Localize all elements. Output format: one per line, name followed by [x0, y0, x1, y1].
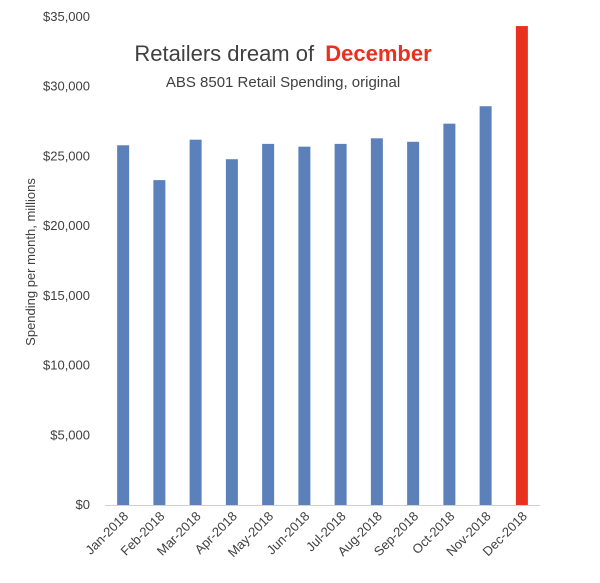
y-axis: $0 $5,000 $10,000 $15,000 $20,000 $25,000 $30,…	[43, 9, 90, 512]
bar	[479, 106, 492, 505]
y-tick-label: $25,000	[43, 148, 90, 163]
chart-title-text: Retailers dream of	[134, 41, 315, 66]
y-tick-label: $10,000	[43, 358, 90, 373]
bar	[189, 139, 202, 505]
chart-title: Retailers dream of December	[134, 41, 432, 66]
bar	[334, 143, 347, 505]
y-axis-label: Spending per month, millions	[23, 178, 38, 346]
bar	[298, 146, 311, 505]
x-axis: Jan-2018Feb-2018Mar-2018Apr-2018May-2018…	[82, 509, 530, 560]
bar	[407, 141, 420, 505]
chart-subtitle: ABS 8501 Retail Spending, original	[166, 74, 400, 91]
y-tick-label: $35,000	[43, 9, 90, 24]
chart-title-highlight: December	[325, 41, 432, 66]
bar	[225, 159, 238, 505]
bar	[117, 145, 130, 505]
y-tick-label: $15,000	[43, 288, 90, 303]
bar	[443, 123, 456, 506]
y-tick-label: $30,000	[43, 79, 90, 94]
bars	[117, 26, 528, 506]
y-tick-label: $0	[76, 497, 90, 512]
y-tick-label: $5,000	[50, 427, 90, 442]
bar	[153, 180, 166, 506]
bar	[515, 26, 528, 505]
y-tick-label: $20,000	[43, 218, 90, 233]
bar	[262, 143, 275, 505]
bar	[370, 138, 383, 505]
